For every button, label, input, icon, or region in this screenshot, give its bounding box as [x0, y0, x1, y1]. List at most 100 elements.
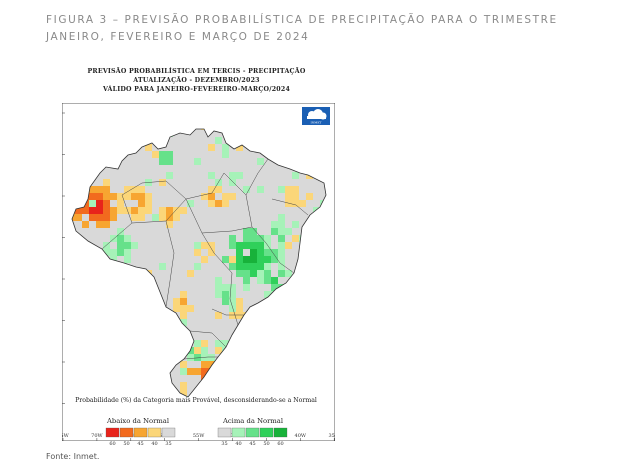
lon-label: 35W	[328, 433, 335, 439]
grid-cell	[124, 193, 131, 200]
grid-cell	[257, 158, 264, 165]
grid-cell	[222, 284, 229, 291]
map-title-line-2: ATUALIZAÇÃO - DEZEMBRO/2023	[133, 77, 260, 84]
grid-cell	[257, 249, 264, 256]
grid-cell	[145, 193, 152, 200]
grid-cell	[166, 207, 173, 214]
grid-cell	[271, 277, 278, 284]
grid-cell	[215, 312, 222, 319]
grid-cell	[117, 249, 124, 256]
grid-cell	[271, 228, 278, 235]
grid-cell	[110, 235, 117, 242]
grid-cell	[187, 305, 194, 312]
grid-cell	[124, 256, 131, 263]
grid-cell	[194, 158, 201, 165]
grid-cell	[215, 200, 222, 207]
grid-cell	[194, 263, 201, 270]
grid-cell	[264, 270, 271, 277]
grid-cell	[215, 347, 222, 354]
grid-cell	[131, 207, 138, 214]
grid-cell	[257, 277, 264, 284]
grid-cell	[243, 256, 250, 263]
grid-cell	[103, 193, 110, 200]
grid-cell	[166, 158, 173, 165]
logo-text: INMET	[310, 121, 321, 125]
grid-cell	[278, 221, 285, 228]
legend-value: 60	[277, 441, 283, 447]
grid-cell	[278, 242, 285, 249]
map-title-line-1: PREVISÃO PROBABILÍSTICA EM TERCIS - PREC…	[87, 68, 306, 75]
grid-cell	[180, 207, 187, 214]
lon-label: 40W	[295, 433, 307, 439]
grid-cell	[96, 221, 103, 228]
grid-cell	[236, 312, 243, 319]
legend-above-label: Acima da Normal	[222, 417, 283, 425]
grid-cell	[250, 235, 257, 242]
grid-cell	[159, 158, 166, 165]
grid-cell	[201, 242, 208, 249]
grid-cell	[208, 354, 215, 361]
grid-cell	[208, 249, 215, 256]
grid-cell	[250, 249, 257, 256]
grid-cell	[82, 221, 89, 228]
grid-cell	[180, 298, 187, 305]
grid-cell	[285, 228, 292, 235]
grid-cell	[117, 242, 124, 249]
grid-cell	[299, 200, 306, 207]
grid-cell	[264, 277, 271, 284]
grid-cell	[89, 214, 96, 221]
grid-cell	[285, 270, 292, 277]
grid-cell	[103, 214, 110, 221]
grid-cell	[222, 193, 229, 200]
grid-cell	[194, 249, 201, 256]
grid-cell	[236, 270, 243, 277]
legend-swatch	[259, 427, 274, 438]
grid-cell	[103, 200, 110, 207]
grid-cell	[250, 256, 257, 263]
grid-cell	[103, 179, 110, 186]
grid-cell	[278, 256, 285, 263]
grid-cell	[250, 228, 257, 235]
grid-cell	[180, 382, 187, 389]
grid-cell	[243, 228, 250, 235]
legend-value: 40	[151, 441, 157, 447]
grid-cell	[215, 291, 222, 298]
grid-cell	[145, 200, 152, 207]
grid-cell	[180, 368, 187, 375]
grid-cell	[285, 200, 292, 207]
grid-cell	[201, 340, 208, 347]
grid-cell	[229, 242, 236, 249]
grid-cell	[124, 242, 131, 249]
grid-cell	[222, 151, 229, 158]
legend-value: 35	[165, 441, 171, 447]
grid-cell	[138, 207, 145, 214]
grid-cell	[110, 193, 117, 200]
grid-cell	[166, 221, 173, 228]
grid-cell	[180, 389, 187, 396]
grid-cell	[278, 235, 285, 242]
grid-cell	[152, 214, 159, 221]
grid-cell	[173, 207, 180, 214]
grid-cell	[201, 361, 208, 368]
grid-cell	[292, 221, 299, 228]
grid-cell	[222, 298, 229, 305]
grid-cell	[222, 340, 229, 347]
grid-cell	[229, 298, 236, 305]
grid-cell	[159, 207, 166, 214]
grid-cell	[124, 249, 131, 256]
legend-value: 50	[123, 441, 129, 447]
grid-cell	[229, 284, 236, 291]
grid-cell	[229, 256, 236, 263]
grid-cell	[131, 193, 138, 200]
legend-swatch	[231, 427, 246, 438]
grid-cell	[75, 214, 82, 221]
grid-cell	[208, 144, 215, 151]
grid-cell	[285, 193, 292, 200]
grid-cell	[110, 207, 117, 214]
grid-cell	[306, 193, 313, 200]
figure-caption: FIGURA 3 – PREVISÃO PROBABILÍSTICA DE PR…	[46, 14, 558, 43]
grid-cell	[124, 186, 131, 193]
grid-cell	[173, 214, 180, 221]
legend-swatch	[217, 427, 232, 438]
grid-cell	[208, 242, 215, 249]
